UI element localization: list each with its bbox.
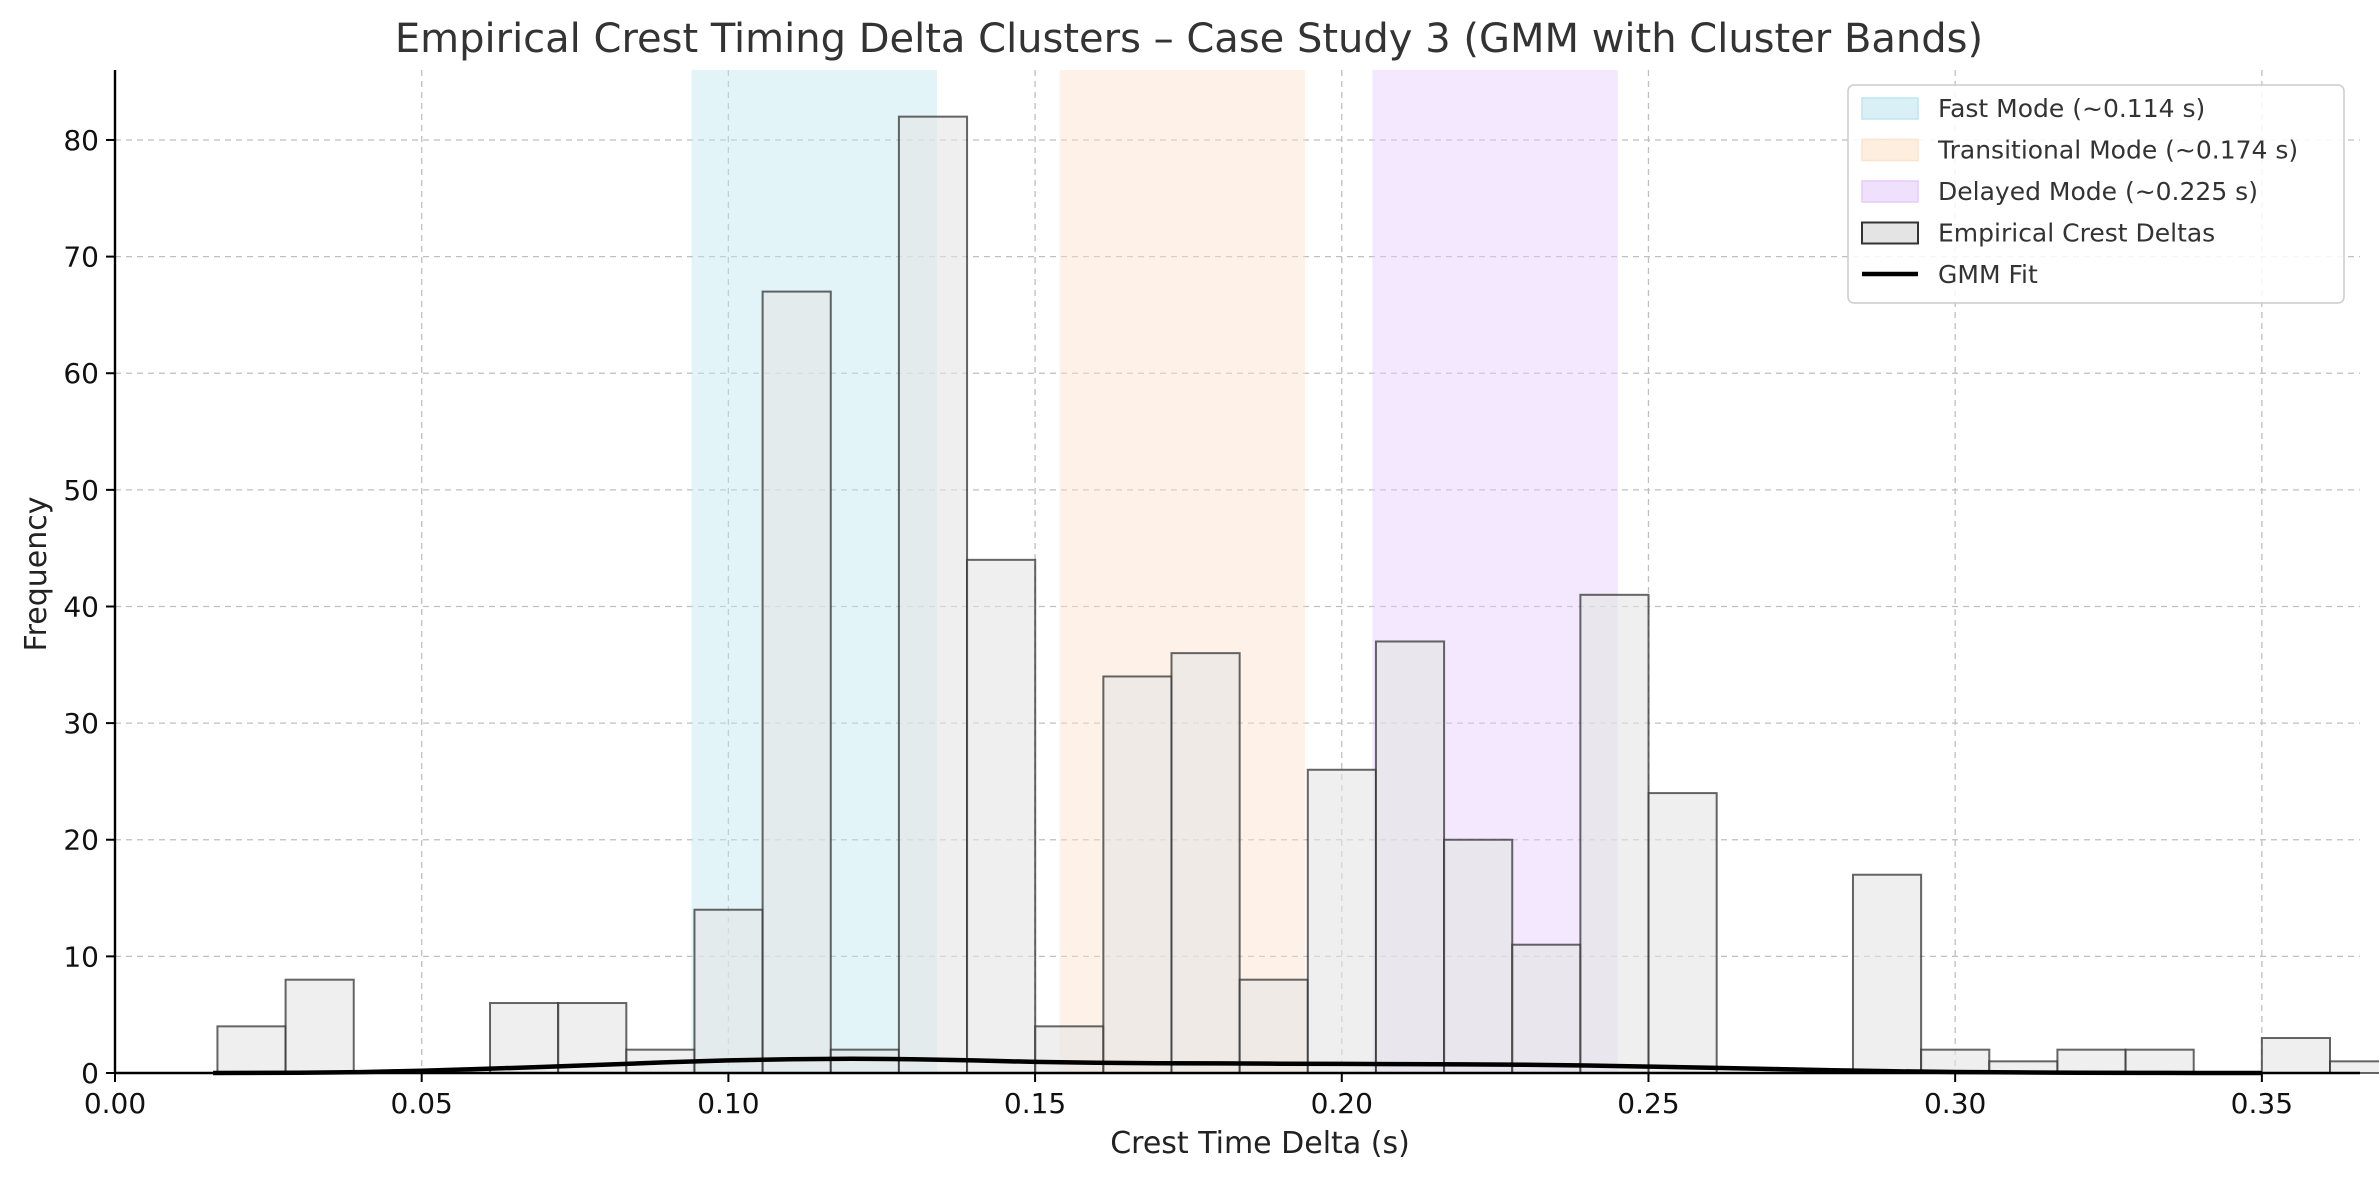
histogram-bar [1238, 978, 1309, 1075]
x-tick-label: 0.30 [1924, 1087, 1986, 1120]
histogram-bar [2056, 1048, 2127, 1075]
x-tick-label: 0.00 [84, 1087, 146, 1120]
x-tick-label: 0.05 [391, 1087, 453, 1120]
legend: Fast Mode (~0.114 s) Transitional Mode (~… [1847, 84, 2345, 304]
histogram-bar [1851, 873, 1923, 1074]
histogram-bar [1034, 1025, 1105, 1075]
legend-label: Empirical Crest Deltas [1938, 219, 2215, 248]
legend-swatch [1861, 221, 1919, 245]
x-tick-label: 0.10 [697, 1087, 759, 1120]
histogram-bar [761, 290, 832, 1074]
histogram-bar [1443, 838, 1514, 1075]
histogram-bar [897, 115, 969, 1074]
y-tick-label: 40 [63, 590, 99, 623]
gmm-fit-line [213, 1056, 2262, 1076]
histogram-bar [1579, 593, 1650, 1074]
y-tick-label: 70 [63, 241, 99, 274]
y-tick-label: 0 [81, 1057, 99, 1090]
histogram-bar [693, 908, 764, 1075]
x-tick-label: 0.15 [1004, 1087, 1066, 1120]
histogram-bar [1102, 675, 1173, 1074]
axes: 0.00 0.05 0.10 0.15 0.20 0.25 0.30 0.35 0 10 20 30 4… [63, 70, 2360, 1120]
histogram-bar [2260, 1037, 2332, 1074]
legend-swatch [1861, 180, 1919, 203]
chart-title: Empirical Crest Timing Delta Clusters – … [395, 16, 1983, 62]
x-tick-label: 0.35 [2231, 1087, 2293, 1120]
y-tick-label: 60 [63, 357, 99, 390]
y-axis-label: Frequency [19, 497, 54, 652]
y-tick-label: 30 [63, 707, 99, 740]
histogram-bars [216, 115, 2379, 1075]
legend-swatch [1861, 138, 1919, 162]
histogram-bar [966, 558, 1037, 1074]
histogram-bar [1511, 943, 1582, 1074]
histogram-bar [489, 1002, 560, 1074]
y-tick-label: 80 [63, 124, 99, 157]
histogram-bar [2124, 1048, 2195, 1075]
histogram-bar [829, 1048, 900, 1075]
legend-label: Fast Mode (~0.114 s) [1938, 94, 2205, 123]
histogram-bar [1306, 768, 1377, 1074]
legend-label: Delayed Mode (~0.225 s) [1938, 177, 2258, 206]
histogram-bar [284, 978, 355, 1075]
y-tick-label: 10 [63, 940, 99, 973]
histogram-bar [1647, 792, 1718, 1074]
histogram-bar [2329, 1060, 2379, 1074]
x-axis-label: Crest Time Delta (s) [1110, 1126, 1410, 1161]
legend-label: Transitional Mode (~0.174 s) [1937, 136, 2298, 165]
histogram-bar [216, 1025, 287, 1075]
x-tick-label: 0.20 [1311, 1087, 1373, 1120]
legend-box [1847, 84, 2345, 304]
y-tick-label: 20 [63, 824, 99, 857]
gmm-line [213, 1056, 2262, 1076]
x-tick-label: 0.25 [1617, 1087, 1679, 1120]
legend-label: GMM Fit [1938, 260, 2038, 289]
histogram-bar [1374, 640, 1446, 1074]
legend-swatch [1861, 97, 1919, 120]
histogram-bar [1170, 652, 1241, 1074]
y-tick-label: 50 [63, 474, 99, 507]
